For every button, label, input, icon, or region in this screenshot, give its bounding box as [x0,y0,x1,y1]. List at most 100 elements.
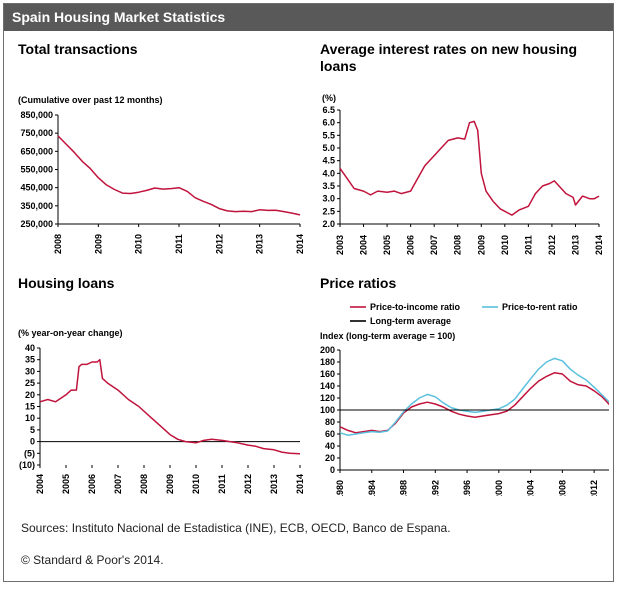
ratios-xtick-label: 1988 [399,480,409,496]
ratios-ytick-label: 40 [325,441,335,451]
ratios-ytick-label: 180 [320,357,335,367]
ratios-ytick-label: 160 [320,369,335,379]
interest-xtick-label: 2008 [453,235,463,255]
transactions-ytick-label: 550,000 [20,165,53,175]
sources-note: Sources: Instituto Nacional de Estadisti… [21,521,451,535]
copyright-note: © Standard & Poor's 2014. [21,553,164,567]
interest-xtick-label: 2003 [335,235,345,255]
interest-title: Average interest rates on new housing lo… [320,41,577,74]
ratios-chart: Index (long-term average = 100) 0 20 40 60 80… [320,302,609,496]
legend-label-1: Price-to-rent ratio [502,302,578,312]
loans-ytick-label: 5 [30,425,35,435]
transactions-ytick-label: 850,000 [20,110,53,120]
ratios-ylabel: Index (long-term average = 100) [320,331,455,341]
ratios-ytick-label: 200 [320,345,335,355]
ratios-ytick-label: 100 [320,405,335,415]
ratios-ytick-label: 120 [320,393,335,403]
interest-ylabel: (%) [322,93,336,103]
figure-frame: Spain Housing Market Statistics Total tr… [3,3,614,582]
transactions-xtick-label: 2013 [255,234,265,254]
interest-ytick-label: 6.0 [322,118,335,128]
loans-ytick-label: (5) [24,448,35,458]
loans-xtick-label: 2014 [295,474,304,494]
loans-xtick-label: 2010 [191,474,201,494]
interest-xtick-label: 2012 [547,235,557,255]
interest-ytick-label: 3.0 [322,194,335,204]
loans-ytick-label: 25 [25,378,35,388]
loans-ytick-label: 10 [25,413,35,423]
ratios-series-price-to-rent-ratio [339,357,609,436]
loans-xtick-label: 2009 [165,474,175,494]
interest-ytick-label: 6.5 [322,105,335,115]
ratios-xtick-label: 1996 [462,480,472,496]
ratios-series-price-to-income-ratio [339,372,609,434]
ratios-xtick-label: 2004 [526,480,536,496]
loans-ytick-label: 30 [25,366,35,376]
interest-xtick-label: 2005 [382,235,392,255]
ratios-xtick-label: 1980 [335,480,345,496]
loans-chart: (% year-on-year change)(10)(5)0510152025… [18,328,304,494]
legend-label-2: Long-term average [370,316,451,326]
ratios-xtick-label: 2008 [557,480,567,496]
interest-xtick-label: 2014 [594,235,604,255]
transactions-xtick-label: 2009 [93,234,103,254]
transactions-title: Total transactions [18,41,138,57]
interest-xtick-label: 2011 [523,235,533,255]
loans-xtick-label: 2008 [139,474,149,494]
interest-xtick-label: 2007 [429,235,439,255]
interest-ytick-label: 4.5 [322,156,335,166]
transactions-ytick-label: 350,000 [20,201,53,211]
loans-xtick-label: 2005 [61,474,71,494]
interest-ytick-label: 3.5 [322,181,335,191]
transactions-xtick-label: 2012 [214,234,224,254]
ratios-ytick-label: 60 [325,429,335,439]
interest-xtick-label: 2004 [359,235,369,255]
loans-xtick-label: 2011 [217,474,227,494]
interest-ytick-label: 4.0 [322,168,335,178]
legend-label-0: Price-to-income ratio [370,302,461,312]
transactions-xtick-label: 2010 [134,234,144,254]
ratios-xtick-label: 2000 [494,480,504,496]
ratios-title: Price ratios [320,275,397,291]
ratios-ytick-label: 140 [320,381,335,391]
interest-xtick-label: 2013 [570,235,580,255]
interest-chart: (%) 2.0 2.5 3.0 3.5 4.0 4.5 5.0 5.5 6.0 6.5 2003 200… [322,93,604,255]
loans-ytick-label: 35 [25,355,35,365]
loans-xtick-label: 2006 [87,474,97,494]
interest-ytick-label: 5.0 [322,143,335,153]
interest-ytick-label: 2.0 [322,219,335,229]
transactions-xtick-label: 2008 [53,234,63,254]
loans-xtick-label: 2012 [243,474,253,494]
transactions-ytick-label: 250,000 [20,219,53,229]
transactions-ytick-label: 450,000 [20,183,53,193]
ratios-xtick-label: 1984 [367,480,377,496]
loans-ytick-label: 15 [25,402,35,412]
transactions-xtick-label: 2011 [174,234,184,254]
transactions-xtick-label: 2014 [295,234,304,254]
loans-xtick-label: 2007 [113,474,123,494]
interest-xtick-label: 2006 [406,235,416,255]
ratios-xtick-label: 1992 [430,480,440,496]
loans-xtick-label: 2013 [269,474,279,494]
transactions-ytick-label: 750,000 [20,128,53,138]
ratios-xtick-label: 2012 [589,480,599,496]
loans-ytick-label: 20 [25,390,35,400]
transactions-series-total-transactions [57,135,301,216]
interest-xtick-label: 2010 [500,235,510,255]
loans-title: Housing loans [18,275,115,291]
loans-ytick-label: (10) [19,460,35,470]
figure-header: Spain Housing Market Statistics [4,4,613,31]
ratios-ytick-label: 20 [325,453,335,463]
interest-xtick-label: 2009 [476,235,486,255]
interest-ytick-label: 2.5 [322,206,335,216]
transactions-ylabel: (Cumulative over past 12 months) [18,95,163,105]
interest-ytick-label: 5.5 [322,130,335,140]
ratios-ytick-label: 80 [325,417,335,427]
loans-ytick-label: 40 [25,343,35,353]
interest-series-average-interest-rate [339,120,600,216]
loans-ytick-label: 0 [30,437,35,447]
transactions-ytick-label: 650,000 [20,146,53,156]
ratios-ytick-label: 0 [330,465,335,475]
transactions-chart: (Cumulative over past 12 months) 250,000 3… [18,95,304,254]
loans-xtick-label: 2004 [35,474,45,494]
